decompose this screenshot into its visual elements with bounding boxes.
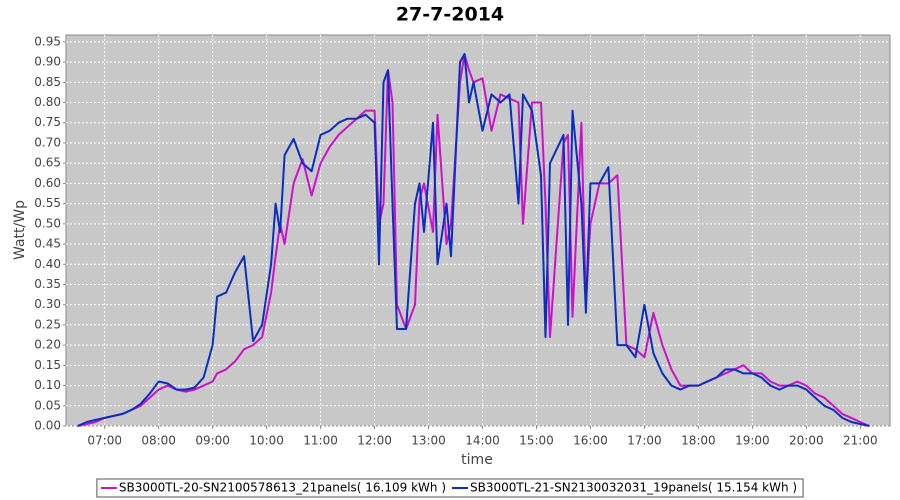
x-tick-label: 18:00 <box>681 434 716 448</box>
x-tick-label: 10:00 <box>249 434 284 448</box>
y-tick-label: 0.80 <box>34 95 61 109</box>
x-tick-label: 07:00 <box>87 434 122 448</box>
y-tick-label: 0.60 <box>34 176 61 190</box>
y-tick-label: 0.55 <box>34 196 61 210</box>
legend: SB3000TL-20-SN2100578613_21panels( 16.10… <box>96 478 804 498</box>
plot-area <box>65 34 891 427</box>
x-tick-label: 17:00 <box>627 434 662 448</box>
x-tick-label: 11:00 <box>303 434 338 448</box>
y-tick-label: 0.10 <box>34 378 61 392</box>
y-tick-label: 0.40 <box>34 257 61 271</box>
y-tick-label: 0.65 <box>34 156 61 170</box>
y-tick-label: 0.75 <box>34 115 61 129</box>
x-tick-label: 09:00 <box>195 434 230 448</box>
y-tick-label: 0.70 <box>34 135 61 149</box>
x-tick-label: 14:00 <box>465 434 500 448</box>
x-tick-label: 12:00 <box>357 434 392 448</box>
x-tick-label: 08:00 <box>141 434 176 448</box>
x-axis-label: time <box>461 452 493 468</box>
x-tick-label: 21:00 <box>843 434 878 448</box>
x-tick-label: 19:00 <box>735 434 770 448</box>
series-line <box>77 53 870 427</box>
legend-text: SB3000TL-20-SN2100578613_21panels( 16.10… <box>119 481 446 495</box>
y-tick-label: 0.50 <box>34 216 61 230</box>
y-tick-label: 0.85 <box>34 75 61 89</box>
y-tick-label: 0.30 <box>34 297 61 311</box>
y-tick-label: 0.05 <box>34 398 61 412</box>
y-tick-label: 0.95 <box>34 34 61 48</box>
x-tick-label: 16:00 <box>573 434 608 448</box>
y-tick-label: 0.00 <box>34 419 61 433</box>
y-tick-label: 0.35 <box>34 277 61 291</box>
series-line <box>77 53 870 427</box>
y-axis-label: Watt/Wp <box>12 200 28 260</box>
x-tick-label: 20:00 <box>789 434 824 448</box>
y-tick-label: 0.45 <box>34 237 61 251</box>
x-tick-label: 15:00 <box>519 434 554 448</box>
y-tick-label: 0.90 <box>34 55 61 69</box>
y-tick-label: 0.25 <box>34 317 61 331</box>
legend-text: SB3000TL-21-SN2130032031_19panels( 15.15… <box>470 481 797 495</box>
y-tick-label: 0.20 <box>34 338 61 352</box>
x-tick-label: 13:00 <box>411 434 446 448</box>
y-tick-label: 0.15 <box>34 358 61 372</box>
chart-title: 27-7-2014 <box>396 4 504 26</box>
legend-box <box>96 478 804 498</box>
